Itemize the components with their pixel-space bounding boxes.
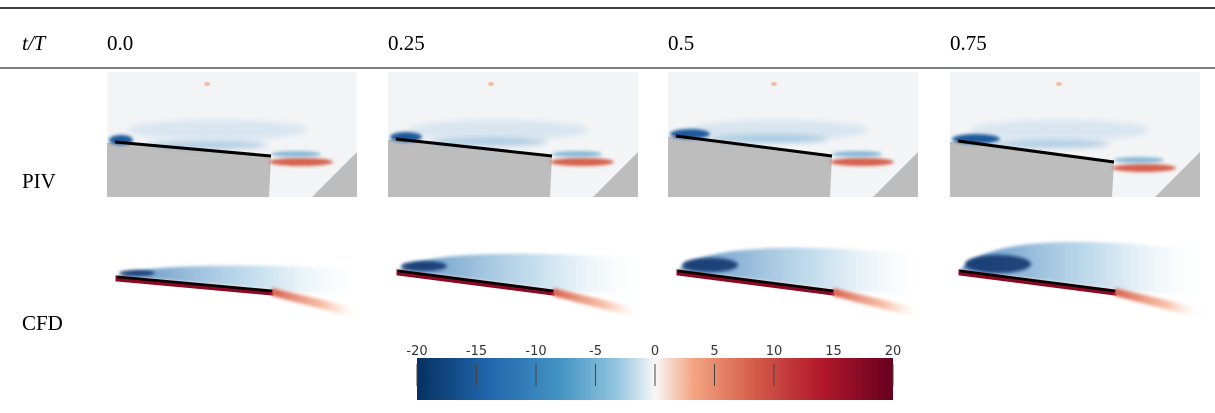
colorbar-tick-label: 20 <box>885 344 902 359</box>
piv-panel <box>107 72 357 197</box>
figure: t/T 0.0 0.25 0.5 0.75 PIV CFD -20 -15 -10 -5 0 5 10 1… <box>0 0 1215 413</box>
colorbar-tick-label: -15 <box>466 344 487 359</box>
cfd-vortex <box>965 255 1031 273</box>
piv-wake-top <box>271 151 321 157</box>
cfd-panel <box>678 248 918 318</box>
colorbar-tick-label: 0 <box>651 344 659 359</box>
column-header: 0.0 <box>107 31 133 55</box>
piv-wake-top <box>552 151 602 157</box>
colorbar-tick-label: 5 <box>710 344 718 359</box>
piv-wake <box>269 158 333 166</box>
piv-wake-top <box>832 151 882 157</box>
piv-noise <box>771 82 777 86</box>
piv-noise <box>1056 82 1062 86</box>
cfd-vortex <box>119 270 155 276</box>
piv-wake <box>1112 164 1176 172</box>
piv-noise <box>488 82 494 86</box>
cfd-panel <box>398 254 638 318</box>
header-label: t/T <box>22 31 47 55</box>
column-header: 0.25 <box>388 31 425 55</box>
column-header: 0.5 <box>668 31 694 55</box>
piv-noise <box>204 82 210 86</box>
piv-wake <box>830 158 894 166</box>
piv-noise <box>408 120 588 140</box>
cfd-vortex <box>401 261 447 271</box>
piv-wake <box>550 158 614 166</box>
cfd-vortex <box>682 258 738 272</box>
piv-panel <box>950 72 1200 197</box>
row-label: CFD <box>22 311 63 335</box>
piv-panel <box>668 72 918 197</box>
piv-wake-top <box>1114 157 1164 163</box>
row-label: PIV <box>22 169 56 193</box>
cfd-panel <box>960 242 1200 318</box>
colorbar-tick-label: 15 <box>825 344 842 359</box>
panels <box>107 72 1200 318</box>
piv-noise <box>127 120 307 140</box>
column-header: 0.75 <box>950 31 987 55</box>
colorbar-tick-label: 10 <box>766 344 783 359</box>
cfd-panel <box>117 266 357 318</box>
colorbar-tick-label: -20 <box>406 344 427 359</box>
colorbar-tick-label: -5 <box>589 344 602 359</box>
piv-panel <box>388 72 638 197</box>
colorbar-tick-label: -10 <box>525 344 546 359</box>
